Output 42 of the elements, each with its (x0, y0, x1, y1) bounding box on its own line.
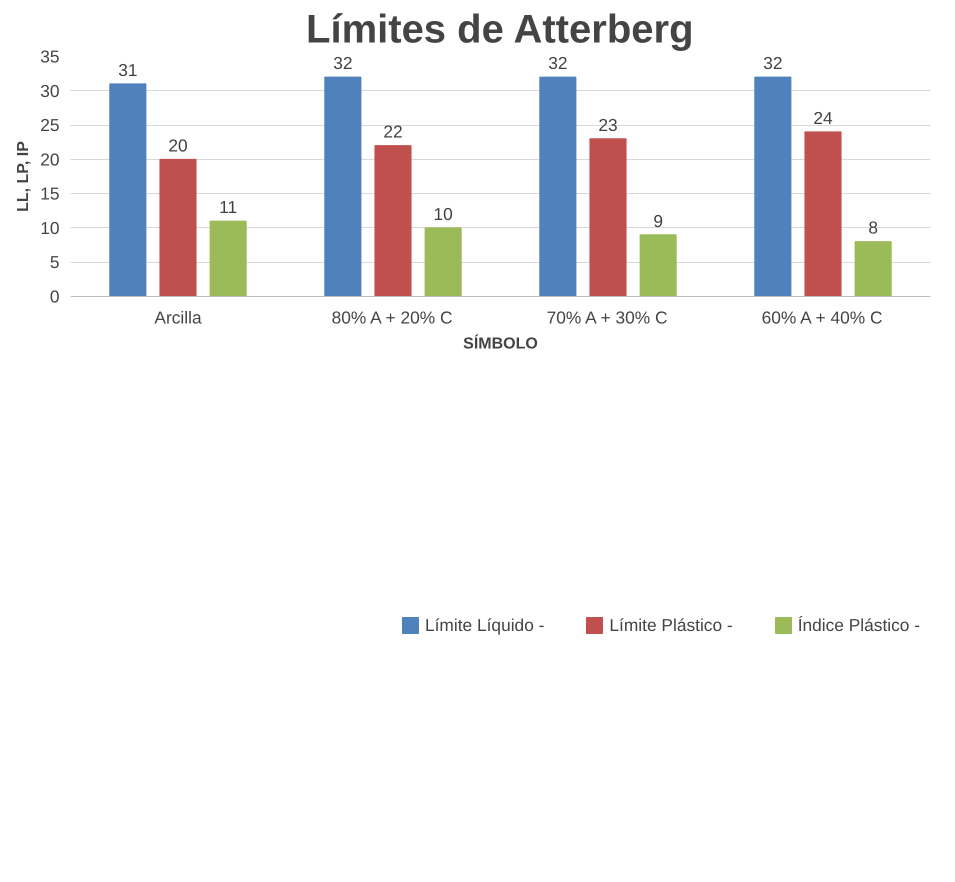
y-tick-label: 30 (40, 80, 60, 101)
y-axis-title: LL, LP, IP (15, 140, 32, 212)
data-label: 31 (118, 60, 138, 80)
y-tick-label: 15 (40, 184, 60, 204)
data-label: 24 (813, 108, 833, 128)
data-label: 8 (868, 218, 878, 238)
bar (640, 234, 677, 296)
legend-label: Límite Líquido - (424, 614, 544, 636)
data-label: 32 (548, 53, 568, 74)
x-tick-label: Arcilla (154, 308, 202, 328)
legend-label: Índice Plástico - (798, 614, 920, 636)
y-tick-label: 0 (50, 286, 60, 306)
data-label: 9 (653, 210, 663, 231)
data-label: 23 (598, 114, 618, 135)
y-tick-label: 25 (40, 115, 60, 136)
bar (539, 76, 576, 296)
x-tick-label: 70% A + 30% C (546, 308, 668, 328)
bar (754, 76, 792, 296)
legend-label: Límite Plástico - (609, 614, 733, 636)
y-tick-label: 20 (40, 149, 60, 170)
bar (210, 220, 247, 296)
chart-title: Límites de Atterberg (306, 8, 694, 52)
data-label: 10 (434, 204, 453, 224)
data-label: 32 (763, 53, 782, 74)
bar (324, 76, 362, 296)
data-label: 20 (168, 135, 188, 156)
y-tick-label: 35 (40, 46, 60, 66)
y-tick-label: 10 (40, 218, 60, 238)
x-axis-title: SÍMBOLO (463, 334, 538, 352)
data-label: 32 (333, 53, 352, 74)
bar (424, 227, 462, 296)
bar (854, 241, 892, 296)
y-tick-label: 5 (50, 252, 60, 272)
x-tick-label: 80% A + 20% C (332, 308, 452, 328)
bar (589, 138, 627, 296)
data-label: 22 (383, 122, 403, 142)
x-tick-label: 60% A + 40% C (762, 308, 882, 328)
bar (159, 158, 197, 296)
bar (109, 83, 146, 296)
data-label: 11 (219, 197, 238, 218)
bar (374, 145, 412, 296)
bar (804, 131, 842, 296)
